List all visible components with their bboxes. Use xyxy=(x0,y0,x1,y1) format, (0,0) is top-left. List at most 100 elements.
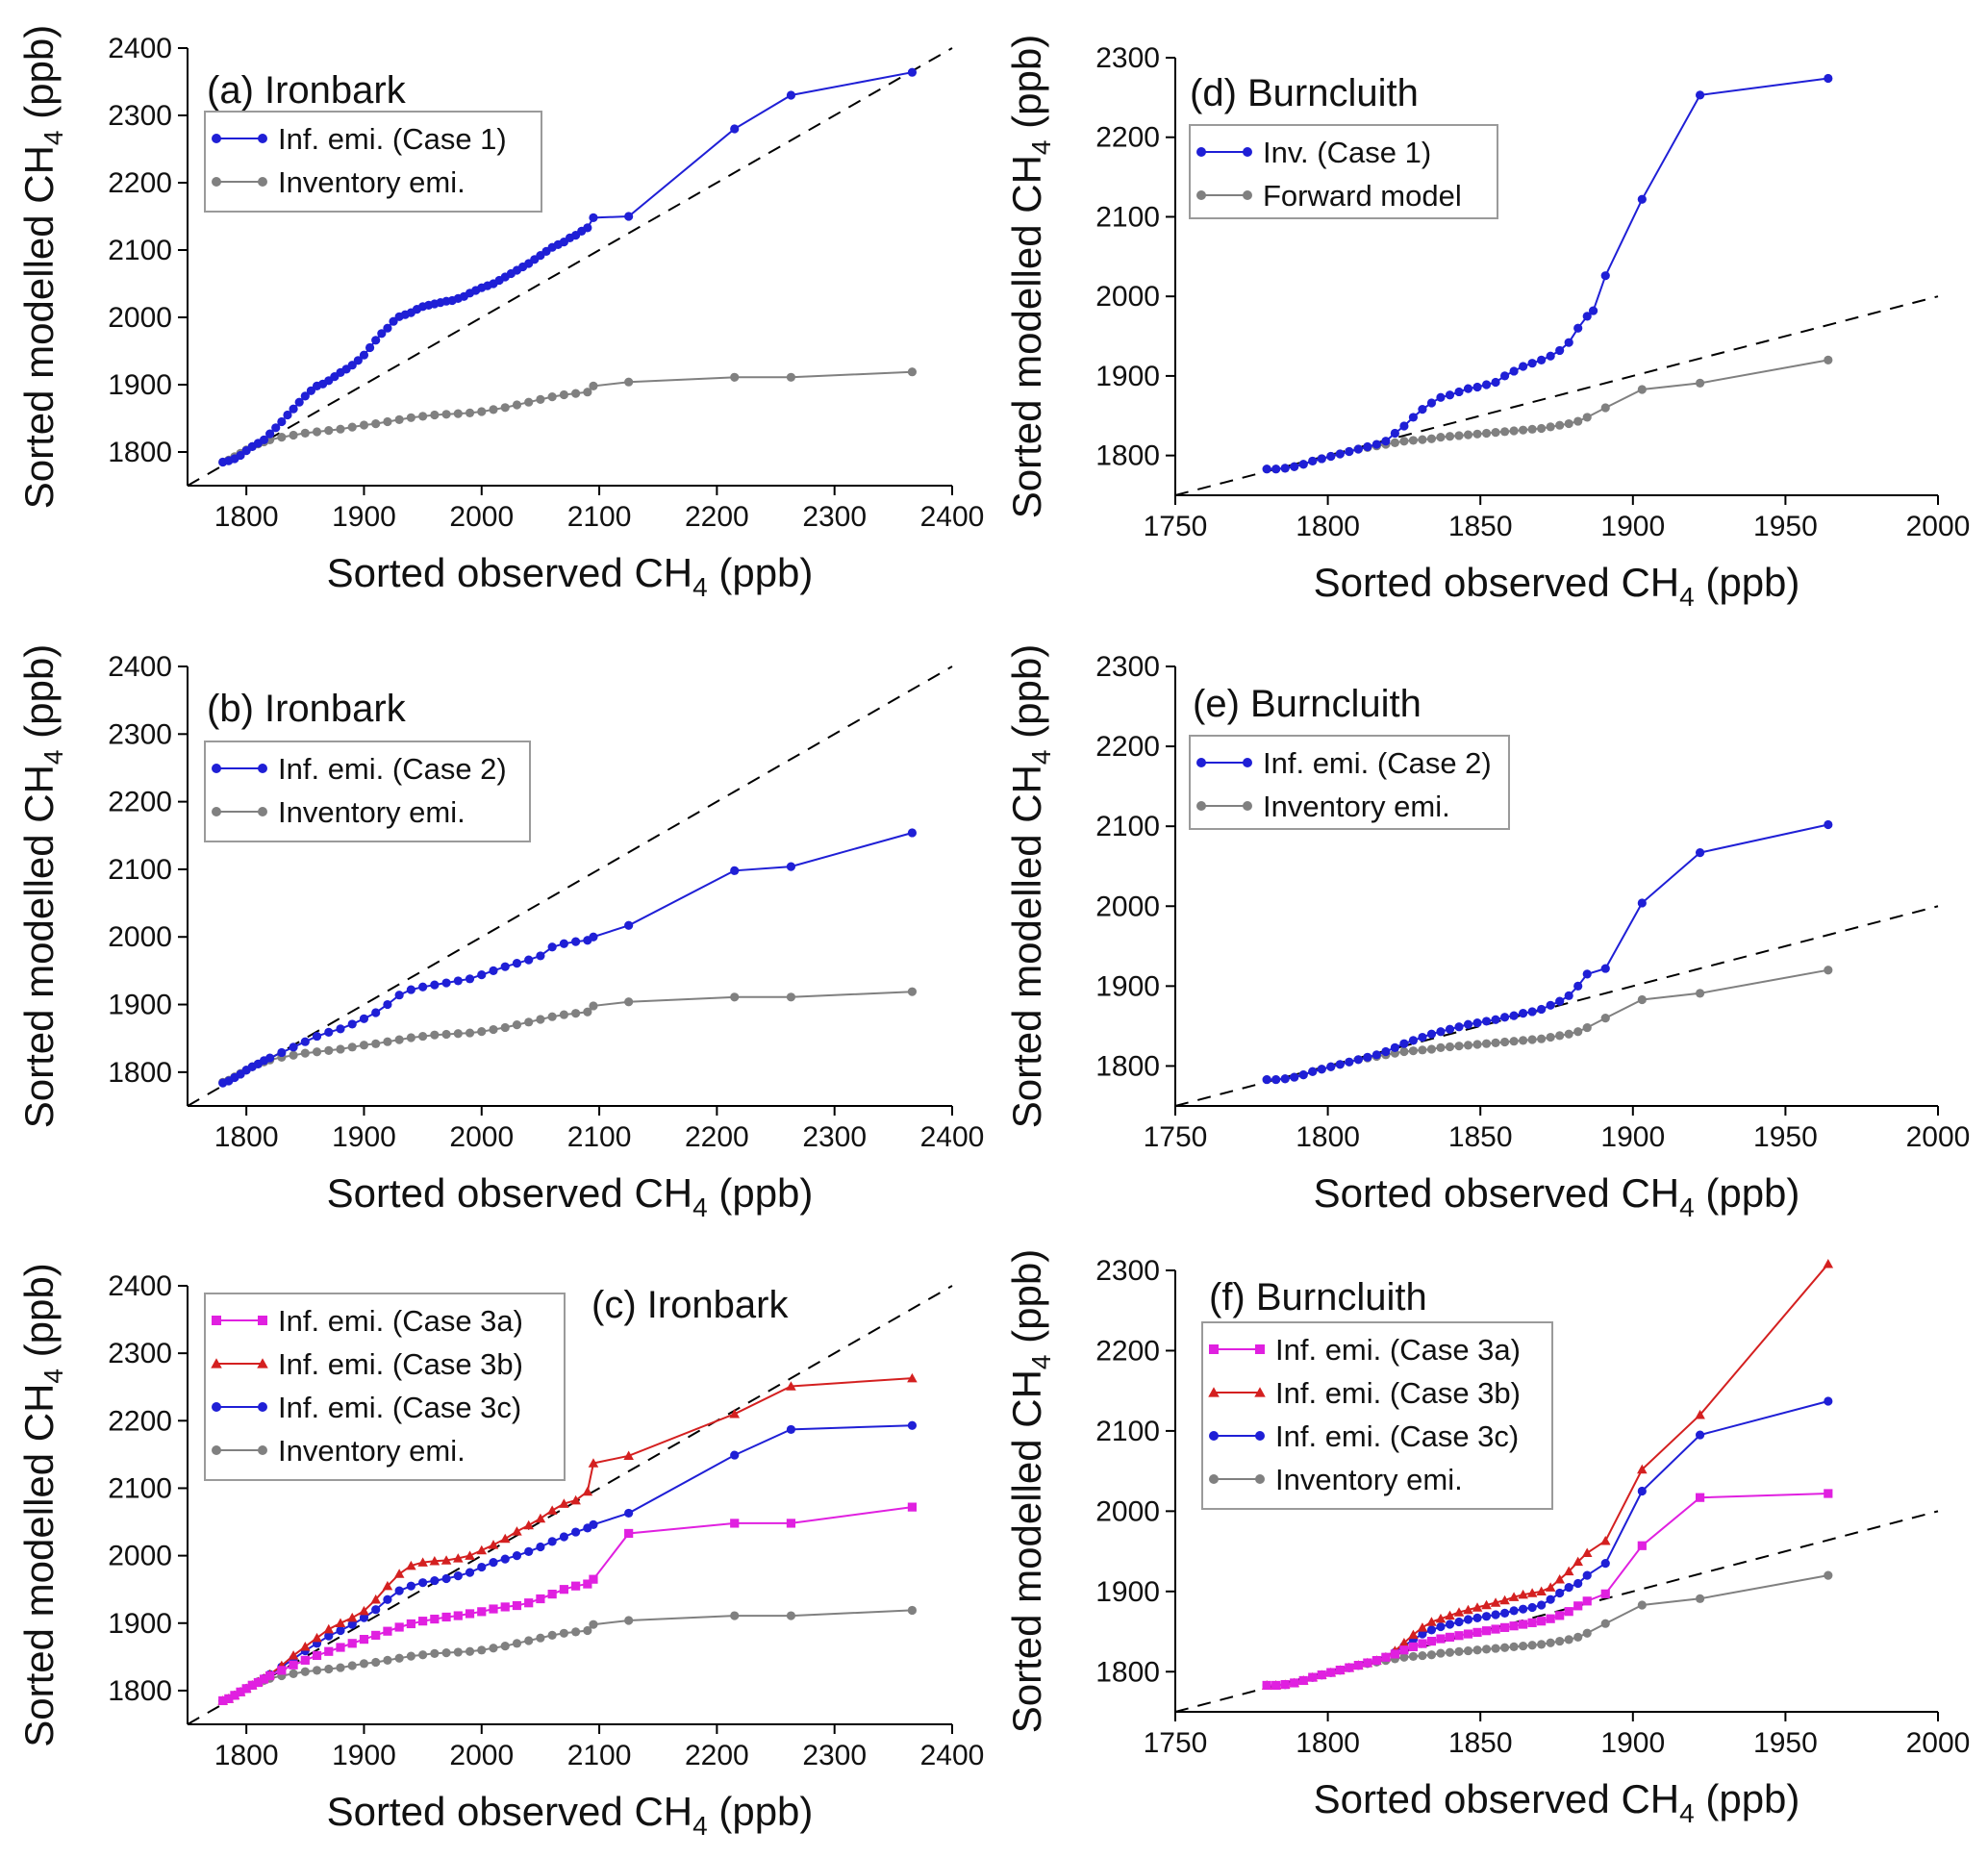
data-point xyxy=(1509,1606,1519,1616)
data-point xyxy=(324,1027,334,1037)
data-point xyxy=(277,416,287,427)
data-point xyxy=(441,1612,451,1622)
data-point xyxy=(547,392,557,402)
x-tick-label: 1800 xyxy=(214,1121,279,1153)
data-point xyxy=(559,1010,568,1019)
data-point xyxy=(1509,1621,1519,1631)
data-point xyxy=(465,1646,475,1656)
data-point xyxy=(1254,1387,1266,1397)
data-point xyxy=(1537,423,1547,434)
data-point xyxy=(535,1513,546,1523)
data-point xyxy=(1445,1632,1455,1642)
x-tick-label: 2100 xyxy=(567,1121,632,1153)
data-point xyxy=(453,976,463,986)
data-point xyxy=(288,1650,299,1660)
data-point xyxy=(786,1611,796,1620)
data-point xyxy=(453,1647,463,1657)
data-point xyxy=(418,982,428,992)
data-point xyxy=(1271,1680,1281,1691)
data-point xyxy=(730,124,740,134)
data-point xyxy=(1600,1589,1610,1598)
data-point xyxy=(1426,1617,1437,1626)
data-point xyxy=(907,987,918,996)
data-point xyxy=(1363,1052,1372,1062)
x-tick-label: 2200 xyxy=(685,1740,749,1771)
data-point xyxy=(624,997,634,1007)
panel-title: (b) Ironbark xyxy=(207,688,407,730)
data-point xyxy=(453,1571,463,1581)
data-point xyxy=(324,1631,334,1641)
y-tick-label: 2200 xyxy=(1095,731,1160,763)
data-point xyxy=(258,1445,267,1455)
data-point xyxy=(1454,387,1464,397)
data-point xyxy=(1509,366,1519,376)
data-point xyxy=(347,1661,357,1670)
data-point xyxy=(347,422,357,432)
data-point xyxy=(1481,1626,1492,1636)
data-point xyxy=(1463,1645,1473,1656)
data-point xyxy=(1408,413,1419,422)
y-tick-label: 1800 xyxy=(1095,1656,1160,1688)
legend: Inf. emi. (Case 2) Inventory emi. xyxy=(204,741,531,842)
data-point xyxy=(489,966,498,975)
data-point xyxy=(323,1623,335,1634)
series-line xyxy=(1267,823,1829,1081)
data-point xyxy=(430,410,440,420)
data-point xyxy=(500,403,510,413)
data-point xyxy=(1582,1628,1592,1638)
data-point xyxy=(1408,1629,1419,1640)
data-point xyxy=(1537,1617,1547,1626)
y-axis-title: Sorted modelled CH4 (ppb) xyxy=(16,25,68,509)
data-point xyxy=(418,1650,428,1660)
y-tick-label: 1800 xyxy=(108,1675,172,1707)
data-point xyxy=(512,1526,522,1536)
data-point xyxy=(1527,359,1537,368)
legend-entry-label: Inf. emi. (Case 3a) xyxy=(1275,1333,1521,1367)
data-point xyxy=(730,1519,740,1528)
legend-entry-label: Inventory emi. xyxy=(1263,790,1450,823)
data-point xyxy=(512,1639,522,1648)
data-point xyxy=(589,381,598,390)
data-point xyxy=(524,1546,534,1557)
data-point xyxy=(336,1024,345,1034)
data-point xyxy=(258,807,267,816)
data-point xyxy=(1209,1344,1219,1354)
data-point xyxy=(371,336,381,345)
data-point xyxy=(1490,1597,1501,1607)
panel-title: (c) Ironbark xyxy=(591,1284,789,1326)
data-point xyxy=(1418,1639,1427,1648)
data-point xyxy=(324,1664,334,1674)
data-point xyxy=(383,416,392,427)
data-point xyxy=(571,1009,581,1018)
data-point xyxy=(1436,1042,1446,1052)
data-point xyxy=(500,1022,510,1033)
series-line xyxy=(1267,1493,1828,1687)
data-point xyxy=(258,1402,267,1412)
data-point xyxy=(406,1033,415,1042)
data-point xyxy=(1695,1430,1705,1440)
data-point xyxy=(1824,1489,1833,1498)
data-point xyxy=(300,428,310,438)
data-point xyxy=(786,1424,796,1435)
x-tick-label: 1900 xyxy=(332,1121,396,1153)
data-point xyxy=(359,350,369,360)
data-point xyxy=(907,1372,918,1383)
data-point xyxy=(258,1316,267,1325)
y-tick-label: 1900 xyxy=(1095,1576,1160,1608)
data-point xyxy=(1599,1535,1611,1545)
data-point xyxy=(1381,1046,1391,1057)
data-point xyxy=(1519,425,1528,435)
data-point xyxy=(1600,1014,1610,1023)
y-tick-label: 1900 xyxy=(108,369,172,401)
data-point xyxy=(730,1611,740,1620)
data-point xyxy=(1196,758,1206,767)
y-tick-label: 1800 xyxy=(1095,440,1160,472)
y-tick-label: 2000 xyxy=(1095,891,1160,922)
data-point xyxy=(429,1555,440,1566)
x-tick-label: 2100 xyxy=(567,501,632,533)
data-point xyxy=(1280,464,1290,473)
data-point xyxy=(1463,384,1473,393)
data-point xyxy=(1255,1344,1265,1354)
data-point xyxy=(265,429,275,439)
data-point xyxy=(1308,1067,1318,1076)
